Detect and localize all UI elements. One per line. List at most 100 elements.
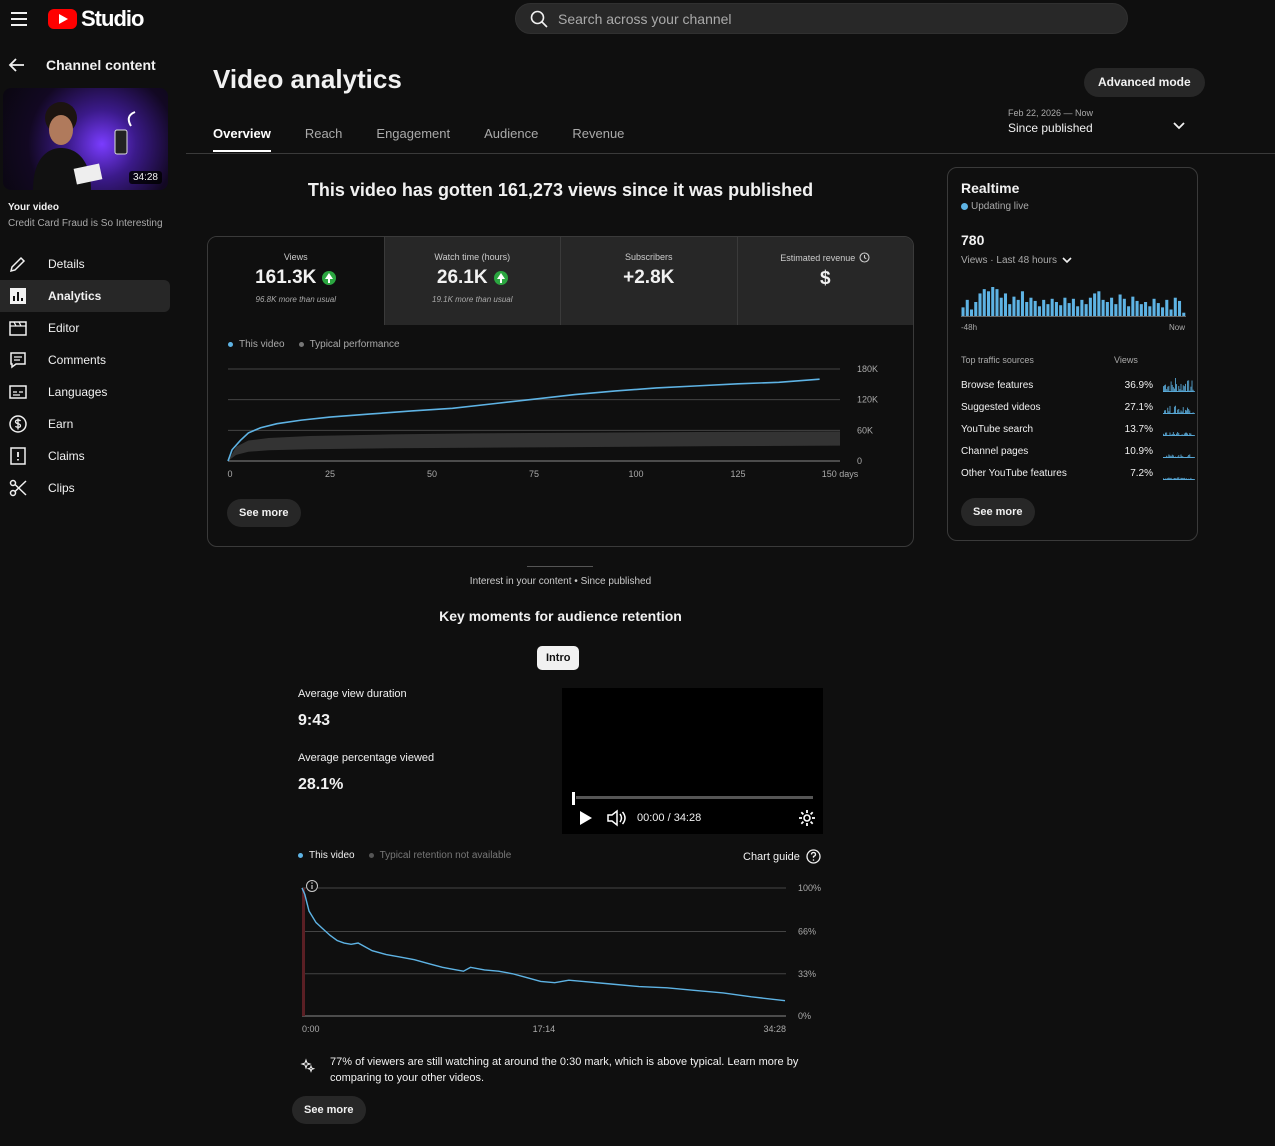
intro-chip[interactable]: Intro xyxy=(537,646,580,670)
volume-icon[interactable] xyxy=(606,809,626,827)
sparkline-bar xyxy=(1177,432,1179,436)
sparkline-bar xyxy=(1172,432,1174,436)
metric-views[interactable]: Views 161.3K 96.8K more than usual xyxy=(208,237,385,325)
back-to-channel-content[interactable]: Channel content xyxy=(8,56,156,74)
traffic-source-row[interactable]: YouTube search 13.7% xyxy=(961,418,1195,440)
tab-overview[interactable]: Overview xyxy=(213,126,271,152)
sparkline-bar xyxy=(1167,386,1169,392)
chart-guide-label: Chart guide xyxy=(743,850,800,863)
overview-see-more-button[interactable]: See more xyxy=(227,499,301,527)
sparkline-bar xyxy=(1177,409,1179,414)
y-tick-label: 0% xyxy=(798,1011,811,1021)
realtime-bar xyxy=(1173,297,1177,317)
video-thumbnail[interactable]: 34:28 xyxy=(3,88,168,190)
trend-up-icon xyxy=(322,271,337,285)
realtime-bar xyxy=(974,302,978,317)
views-column-header: Views xyxy=(1114,355,1138,365)
sparkline-bar xyxy=(1180,477,1182,480)
search-input[interactable] xyxy=(556,9,1100,28)
sidebar-item-earn[interactable]: Earn xyxy=(0,408,170,440)
realtime-bar-chart xyxy=(961,287,1186,317)
traffic-source-row[interactable]: Channel pages 10.9% xyxy=(961,440,1195,462)
sparkline-bar xyxy=(1185,409,1186,414)
sidebar-item-comments[interactable]: Comments xyxy=(0,344,170,376)
sidebar-item-claims[interactable]: Claims xyxy=(0,440,170,472)
realtime-bar xyxy=(1033,300,1037,317)
realtime-bar xyxy=(1054,302,1058,317)
trend-up-icon xyxy=(493,271,508,285)
this-video-line xyxy=(227,378,820,462)
sidebar-item-label: Clips xyxy=(48,481,75,495)
sidebar-item-editor[interactable]: Editor xyxy=(0,312,170,344)
source-name: Suggested videos xyxy=(961,401,1041,413)
legend-label: This video xyxy=(309,850,355,861)
realtime-bar xyxy=(1110,297,1114,317)
sparkline-bar xyxy=(1168,385,1170,392)
legend-label: This video xyxy=(239,339,285,350)
sparkline-bar xyxy=(1186,410,1187,414)
chevron-down-icon xyxy=(1062,257,1072,264)
sparkline-bar xyxy=(1190,433,1192,436)
sparkline-bar xyxy=(1165,432,1166,436)
metric-label: Subscribers xyxy=(624,252,673,262)
metric-subscribers[interactable]: Subscribers +2.8K xyxy=(561,237,738,325)
sparkline-bar xyxy=(1178,455,1180,458)
realtime-bar xyxy=(1135,300,1139,317)
chevron-down-icon[interactable] xyxy=(1172,119,1186,133)
date-range-selector[interactable]: Feb 22, 2026 — Now Since published xyxy=(1008,108,1093,135)
studio-logo[interactable]: Studio xyxy=(48,6,144,32)
sparkline xyxy=(1163,432,1195,436)
y-tick-label: 100% xyxy=(798,883,821,893)
realtime-bar xyxy=(1008,304,1012,317)
search-bar[interactable] xyxy=(515,3,1128,34)
tab-reach[interactable]: Reach xyxy=(304,126,343,141)
tab-engagement[interactable]: Engagement xyxy=(376,126,451,141)
sparkline-bar xyxy=(1191,380,1193,392)
realtime-bar xyxy=(1084,304,1088,317)
overview-card: Views 161.3K 96.8K more than usual Watch… xyxy=(207,236,914,547)
settings-gear-icon[interactable] xyxy=(798,809,816,827)
sidebar-item-details[interactable]: Details xyxy=(0,248,170,280)
legend-typical: Typical performance xyxy=(298,339,400,350)
metric-revenue[interactable]: Estimated revenue $ xyxy=(737,237,913,325)
tab-audience[interactable]: Audience xyxy=(484,126,539,141)
realtime-bar xyxy=(1114,304,1118,317)
tab-divider xyxy=(186,153,1275,154)
traffic-source-row[interactable]: Suggested videos 27.1% xyxy=(961,396,1195,418)
traffic-source-row[interactable]: Other YouTube features 7.2% xyxy=(961,462,1195,484)
player-scrubber-handle[interactable] xyxy=(571,791,576,806)
legend-typical: Typical retention not available xyxy=(368,850,511,861)
sparkline-bar xyxy=(1164,385,1165,392)
clock-icon xyxy=(859,252,870,263)
sidebar-item-clips[interactable]: Clips xyxy=(0,472,170,504)
retention-insight: 77% of viewers are still watching at aro… xyxy=(330,1056,799,1084)
chart-guide-button[interactable]: Chart guide xyxy=(743,849,821,864)
sparkline-bar xyxy=(1180,410,1182,414)
sparkline-bar xyxy=(1165,410,1166,414)
realtime-status: Updating live xyxy=(961,201,1029,212)
realtime-see-more-button[interactable]: See more xyxy=(961,498,1035,526)
avg-pct-label: Average percentage viewed xyxy=(298,752,435,764)
sparkline-bar xyxy=(1167,478,1169,480)
legend-dot xyxy=(298,341,304,347)
play-icon[interactable] xyxy=(577,810,593,826)
player-progress-bar[interactable] xyxy=(572,796,813,799)
traffic-source-row[interactable]: Browse features 36.9% xyxy=(961,374,1195,396)
retention-see-more-button[interactable]: See more xyxy=(292,1096,366,1124)
sparkline-bar xyxy=(1165,384,1166,392)
metric-watch-time[interactable]: Watch time (hours) 26.1K 19.1K more than… xyxy=(384,237,561,325)
tab-revenue[interactable]: Revenue xyxy=(572,126,625,141)
realtime-bar xyxy=(1029,297,1033,317)
analytics-icon xyxy=(10,288,26,304)
menu-icon[interactable] xyxy=(8,8,30,30)
legend-dot xyxy=(368,852,374,858)
insight-sparkle-icon xyxy=(300,1058,316,1073)
sidebar-item-analytics[interactable]: Analytics xyxy=(0,280,170,312)
advanced-mode-button[interactable]: Advanced mode xyxy=(1084,68,1205,97)
sidebar-item-languages[interactable]: Languages xyxy=(0,376,170,408)
sparkline-bar xyxy=(1169,432,1171,436)
page-title: Video analytics xyxy=(213,64,402,94)
video-player[interactable]: 00:00 / 34:28 xyxy=(562,688,823,834)
youtube-logo-icon xyxy=(48,9,77,29)
realtime-period-selector[interactable]: Views · Last 48 hours xyxy=(961,254,1073,266)
